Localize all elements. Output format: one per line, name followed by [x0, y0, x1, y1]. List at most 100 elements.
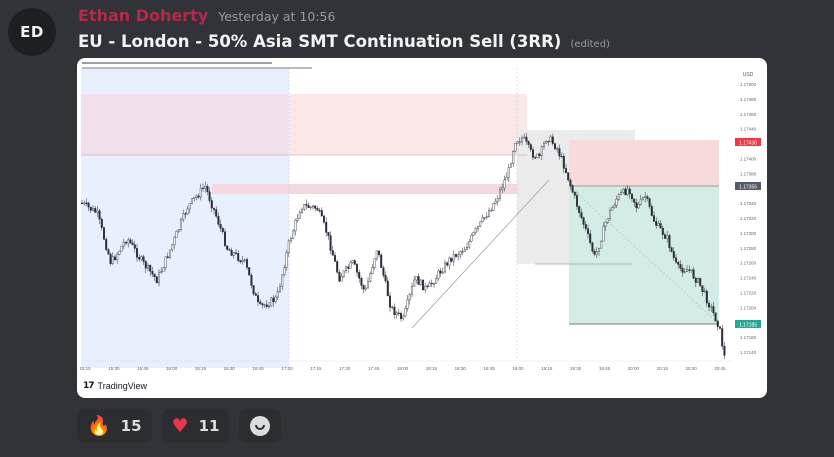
candle-body — [719, 326, 722, 329]
candle — [536, 153, 539, 159]
image-attachment[interactable]: 15:15 15:30 15:45 16:00 16:15 16:30 16:45 17:00… — [77, 58, 767, 398]
timestamp[interactable]: Yesterday at 10:56 — [218, 9, 336, 24]
candle-body — [243, 259, 246, 261]
candle-body — [721, 328, 724, 347]
candle-body — [239, 260, 242, 263]
candle-body — [320, 210, 323, 217]
candle-body — [437, 270, 440, 279]
candle-body — [712, 306, 715, 314]
candle — [538, 152, 541, 159]
candle — [683, 267, 686, 274]
candle — [703, 287, 706, 293]
reaction-heart[interactable]: ♥ 11 — [161, 409, 230, 443]
candle — [611, 206, 614, 211]
candle — [142, 254, 145, 265]
candle — [721, 324, 724, 350]
candle-body — [679, 264, 682, 269]
candle — [378, 250, 381, 258]
candle — [116, 252, 119, 264]
candle-body — [256, 295, 259, 303]
candle-body — [270, 297, 273, 307]
candle-body — [204, 186, 207, 189]
candle-body — [646, 196, 649, 199]
add-reaction-button[interactable] — [239, 409, 282, 443]
candle — [556, 146, 559, 153]
candle — [338, 269, 341, 282]
candle — [391, 305, 394, 310]
candle — [426, 284, 429, 289]
candle — [109, 252, 112, 266]
candle — [243, 258, 246, 263]
candle — [353, 258, 356, 265]
candle — [532, 146, 535, 161]
candle-body — [103, 227, 106, 240]
reaction-fire[interactable]: 🔥 15 — [77, 409, 152, 443]
candle-body — [708, 302, 711, 308]
candle — [551, 133, 554, 146]
candle — [386, 277, 389, 297]
candle-body — [653, 215, 656, 222]
target-price-tag-bg — [735, 320, 761, 328]
candle — [598, 247, 601, 256]
candle-body — [96, 210, 99, 213]
username[interactable]: Ethan Doherty — [78, 6, 209, 25]
candle — [267, 301, 270, 309]
candle — [576, 191, 579, 211]
candle — [232, 251, 235, 259]
candle — [648, 197, 651, 209]
candle — [320, 207, 323, 217]
candle — [281, 274, 284, 291]
candle-body — [116, 253, 119, 261]
candle — [360, 276, 363, 290]
candle-body — [336, 261, 339, 273]
candle-body — [300, 209, 303, 213]
candle-body — [672, 251, 675, 259]
candle-body — [340, 276, 343, 282]
candle — [274, 295, 277, 304]
candle-body — [576, 195, 579, 207]
candle-body — [633, 198, 636, 203]
candle-body — [199, 187, 202, 198]
candle-body — [628, 188, 631, 195]
price-tick-label: 1.17300 — [740, 231, 757, 236]
candle-body — [305, 204, 308, 206]
price-tick-label: 1.17400 — [740, 156, 757, 161]
price-axis: 1.175001.174801.174601.174401.174201.174… — [740, 82, 757, 355]
candle — [122, 238, 125, 250]
candle — [278, 283, 281, 293]
candle-body — [426, 285, 429, 288]
candle — [245, 257, 248, 270]
candle — [382, 265, 385, 279]
price-tick-label: 1.17320 — [740, 216, 757, 221]
candle — [525, 132, 528, 145]
candle — [184, 211, 187, 219]
candle-body — [98, 210, 101, 220]
candle-body — [338, 272, 341, 282]
candle-body — [505, 177, 508, 181]
candle — [206, 183, 209, 196]
candle — [219, 219, 222, 232]
time-tick-label: 15:45 — [137, 366, 149, 371]
candle — [518, 137, 521, 146]
candle-body — [562, 156, 565, 169]
time-tick-label: 20:30 — [686, 366, 698, 371]
candle — [569, 178, 572, 190]
candle-body — [283, 267, 286, 276]
time-tick-label: 19:30 — [570, 366, 582, 371]
candle-body — [523, 136, 526, 139]
candle — [345, 265, 348, 274]
candle — [422, 279, 425, 291]
candle-body — [91, 208, 94, 211]
candle-body — [459, 251, 462, 255]
candle-body — [622, 188, 625, 193]
candle-body — [342, 270, 345, 277]
candle — [606, 217, 609, 225]
candle-body — [173, 237, 176, 245]
candle-body — [234, 252, 237, 254]
candle-body — [177, 229, 180, 232]
fvg-zone — [212, 184, 527, 194]
candle-body — [85, 202, 88, 204]
candle-body — [558, 148, 561, 157]
candle — [708, 300, 711, 312]
avatar[interactable]: ED — [8, 8, 56, 56]
